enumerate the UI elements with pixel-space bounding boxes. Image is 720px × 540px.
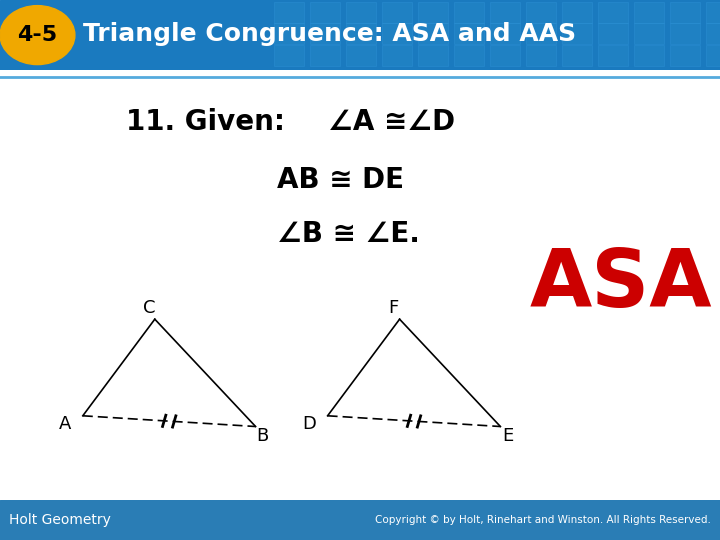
- Bar: [490, 23, 520, 44]
- Text: A: A: [58, 415, 71, 434]
- Text: 11. Given:: 11. Given:: [126, 107, 285, 136]
- Text: D: D: [302, 415, 317, 434]
- Text: 4-5: 4-5: [17, 25, 58, 45]
- Bar: [454, 23, 484, 44]
- Bar: [382, 23, 412, 44]
- Bar: [490, 2, 520, 23]
- Text: C: C: [143, 300, 156, 318]
- Bar: [310, 23, 340, 44]
- Bar: [346, 23, 376, 44]
- Text: ASA: ASA: [529, 246, 711, 324]
- Text: Triangle Congruence: ASA and AAS: Triangle Congruence: ASA and AAS: [83, 22, 576, 46]
- Bar: [526, 2, 556, 23]
- Bar: [526, 45, 556, 66]
- Bar: [562, 45, 592, 66]
- Text: F: F: [389, 300, 399, 318]
- Text: Copyright © by Holt, Rinehart and Winston. All Rights Reserved.: Copyright © by Holt, Rinehart and Winsto…: [376, 515, 711, 525]
- Bar: [418, 45, 448, 66]
- Bar: [346, 45, 376, 66]
- Bar: [598, 23, 628, 44]
- Bar: [634, 2, 664, 23]
- Ellipse shape: [0, 5, 75, 65]
- Bar: [706, 2, 720, 23]
- Bar: [382, 45, 412, 66]
- Bar: [670, 45, 700, 66]
- Bar: [598, 2, 628, 23]
- Bar: [490, 45, 520, 66]
- Bar: [562, 2, 592, 23]
- Bar: [454, 2, 484, 23]
- Text: AB ≅ DE: AB ≅ DE: [277, 166, 404, 194]
- Bar: [706, 45, 720, 66]
- Bar: [418, 2, 448, 23]
- Text: B: B: [256, 427, 269, 445]
- Bar: [706, 23, 720, 44]
- Bar: [418, 23, 448, 44]
- Text: ∠A ≅∠D: ∠A ≅∠D: [328, 107, 455, 136]
- Bar: [598, 45, 628, 66]
- Bar: [310, 45, 340, 66]
- Bar: [670, 23, 700, 44]
- Text: ∠B ≅ ∠E.: ∠B ≅ ∠E.: [277, 220, 420, 248]
- Text: E: E: [502, 427, 513, 445]
- Bar: [346, 2, 376, 23]
- Bar: [670, 2, 700, 23]
- Bar: [310, 2, 340, 23]
- Bar: [526, 23, 556, 44]
- Bar: [274, 45, 304, 66]
- Bar: [562, 23, 592, 44]
- Bar: [634, 45, 664, 66]
- Bar: [634, 23, 664, 44]
- Text: Holt Geometry: Holt Geometry: [9, 513, 110, 526]
- Bar: [454, 45, 484, 66]
- Bar: [382, 2, 412, 23]
- Bar: [274, 2, 304, 23]
- Bar: [274, 23, 304, 44]
